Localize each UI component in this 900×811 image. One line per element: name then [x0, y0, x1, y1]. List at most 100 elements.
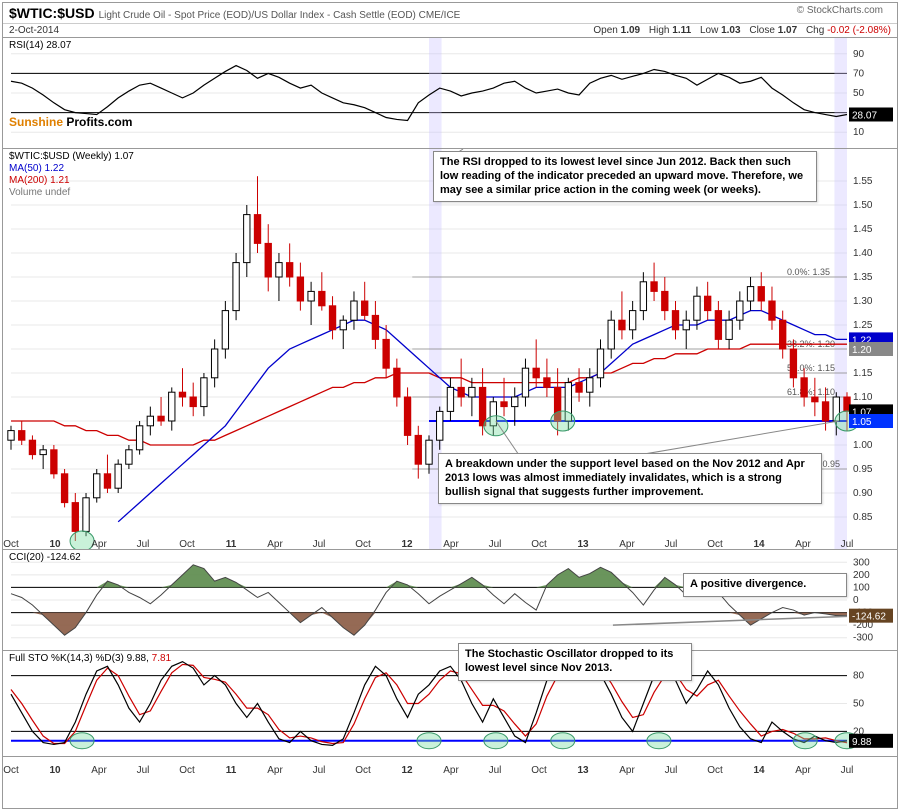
svg-text:1.30: 1.30: [853, 296, 873, 307]
rsi-chart: 103050709028.07: [3, 38, 897, 148]
low-value: 1.03: [721, 25, 740, 36]
svg-text:61.8%: 1.10: 61.8%: 1.10: [787, 387, 835, 397]
svg-text:13: 13: [577, 765, 589, 775]
legend-ma200: MA(200) 1.21: [9, 175, 134, 187]
svg-text:Jul: Jul: [313, 539, 326, 549]
svg-text:-124.62: -124.62: [852, 612, 886, 623]
sto-annotation: The Stochastic Oscillator dropped to its…: [458, 643, 692, 681]
price-legend: $WTIC:$USD (Weekly) 1.07 MA(50) 1.22 MA(…: [9, 151, 134, 199]
cci-panel: CCI(20) -124.62 -300-200-1000100200300-1…: [3, 549, 897, 650]
svg-text:50: 50: [853, 699, 865, 710]
watermark: Sunshine Profits.com: [9, 115, 132, 129]
svg-text:300: 300: [853, 557, 870, 568]
svg-text:Oct: Oct: [531, 765, 547, 775]
rsi-label: RSI(14) 28.07: [9, 40, 71, 51]
cci-label: CCI(20) -124.62: [9, 552, 81, 563]
svg-text:1.25: 1.25: [853, 320, 873, 331]
svg-text:1.10: 1.10: [853, 392, 873, 403]
svg-text:13: 13: [577, 539, 589, 549]
cci-chart: -300-200-1000100200300-124.62: [3, 550, 897, 650]
svg-text:Jul: Jul: [313, 765, 326, 775]
svg-text:10: 10: [49, 539, 61, 549]
svg-text:200: 200: [853, 570, 870, 581]
svg-text:Apr: Apr: [795, 765, 811, 775]
svg-text:Oct: Oct: [355, 539, 371, 549]
svg-text:Oct: Oct: [531, 539, 547, 549]
svg-text:Jul: Jul: [841, 765, 854, 775]
chart-date: 2-Oct-2014: [9, 25, 59, 36]
svg-text:Apr: Apr: [443, 765, 459, 775]
svg-text:12: 12: [401, 765, 413, 775]
chart-container: $WTIC:$USD Light Crude Oil - Spot Price …: [2, 2, 898, 809]
svg-text:Jul: Jul: [841, 539, 854, 549]
x-axis: Oct 10 Apr Jul Oct 11 Apr Jul Oct 12 Apr Jul Oct 13 Ap…: [3, 756, 897, 775]
svg-text:50: 50: [853, 88, 865, 99]
svg-text:Jul: Jul: [137, 539, 150, 549]
svg-text:Apr: Apr: [267, 539, 283, 549]
watermark-part1: Sunshine: [9, 115, 63, 129]
svg-text:1.20: 1.20: [852, 345, 872, 356]
svg-text:Oct: Oct: [179, 765, 195, 775]
svg-text:Jul: Jul: [665, 539, 678, 549]
svg-text:70: 70: [853, 68, 865, 79]
svg-text:9.88: 9.88: [852, 737, 872, 748]
svg-text:0.0%: 1.35: 0.0%: 1.35: [787, 267, 830, 277]
svg-text:0: 0: [853, 595, 859, 606]
source-brand: © StockCharts.com: [797, 5, 891, 21]
chart-header: $WTIC:$USD Light Crude Oil - Spot Price …: [3, 3, 897, 24]
svg-text:Apr: Apr: [443, 539, 459, 549]
svg-text:Jul: Jul: [137, 765, 150, 775]
svg-text:14: 14: [753, 765, 765, 775]
svg-text:Oct: Oct: [179, 539, 195, 549]
svg-text:Oct: Oct: [3, 765, 19, 775]
svg-text:Oct: Oct: [355, 765, 371, 775]
support-annotation: A breakdown under the support level base…: [438, 453, 822, 504]
svg-text:1.35: 1.35: [853, 272, 873, 283]
svg-text:0.85: 0.85: [853, 512, 873, 523]
sto-panel: Full STO %K(14,3) %D(3) 9.88, 7.81 20508…: [3, 650, 897, 756]
high-value: 1.11: [672, 25, 691, 36]
legend-symbol: $WTIC:$USD (Weekly) 1.07: [9, 151, 134, 163]
divergence-annotation: A positive divergence.: [683, 573, 847, 597]
svg-text:0.95: 0.95: [853, 464, 873, 475]
svg-text:Apr: Apr: [91, 539, 107, 549]
svg-text:1.15: 1.15: [853, 368, 873, 379]
svg-text:Apr: Apr: [795, 539, 811, 549]
svg-text:10: 10: [49, 765, 61, 775]
ohlc-summary: Open 1.09 High 1.11 Low 1.03 Close 1.07 …: [587, 25, 891, 36]
svg-text:0.90: 0.90: [853, 488, 873, 499]
rsi-annotation: The RSI dropped to its lowest level sinc…: [433, 151, 817, 202]
svg-text:Jul: Jul: [489, 765, 502, 775]
svg-text:100: 100: [853, 582, 870, 593]
svg-text:Apr: Apr: [619, 765, 635, 775]
svg-text:Oct: Oct: [3, 539, 19, 549]
legend-ma50: MA(50) 1.22: [9, 163, 134, 175]
svg-text:-300: -300: [853, 633, 873, 644]
svg-text:1.05: 1.05: [852, 417, 872, 428]
svg-text:Apr: Apr: [91, 765, 107, 775]
svg-text:10: 10: [853, 127, 865, 138]
rsi-panel: RSI(14) 28.07 103050709028.07: [3, 37, 897, 148]
svg-text:Jul: Jul: [489, 539, 502, 549]
svg-text:Apr: Apr: [267, 765, 283, 775]
svg-text:1.45: 1.45: [853, 224, 873, 235]
x-axis-svg: Oct 10 Apr Jul Oct 11 Apr Jul Oct 12 Apr Jul Oct 13 Ap…: [3, 757, 897, 775]
svg-text:90: 90: [853, 49, 865, 60]
chg-value: -0.02 (-2.08%): [827, 25, 891, 36]
svg-text:11: 11: [226, 539, 237, 549]
svg-text:1.00: 1.00: [853, 440, 873, 451]
svg-text:1.50: 1.50: [853, 200, 873, 211]
sto-label: Full STO %K(14,3) %D(3) 9.88, 7.81: [9, 653, 171, 664]
svg-text:14: 14: [753, 539, 765, 549]
close-value: 1.07: [778, 25, 797, 36]
svg-text:Jul: Jul: [665, 765, 678, 775]
svg-text:11: 11: [226, 765, 237, 775]
symbol-description: Light Crude Oil - Spot Price (EOD)/US Do…: [99, 10, 461, 21]
legend-volume: Volume undef: [9, 187, 134, 199]
watermark-part2: Profits.com: [63, 115, 132, 129]
svg-text:1.40: 1.40: [853, 248, 873, 259]
open-value: 1.09: [621, 25, 640, 36]
svg-text:28.07: 28.07: [852, 110, 877, 121]
sto-chart: 2050809.88: [3, 651, 897, 756]
svg-text:Oct: Oct: [707, 539, 723, 549]
